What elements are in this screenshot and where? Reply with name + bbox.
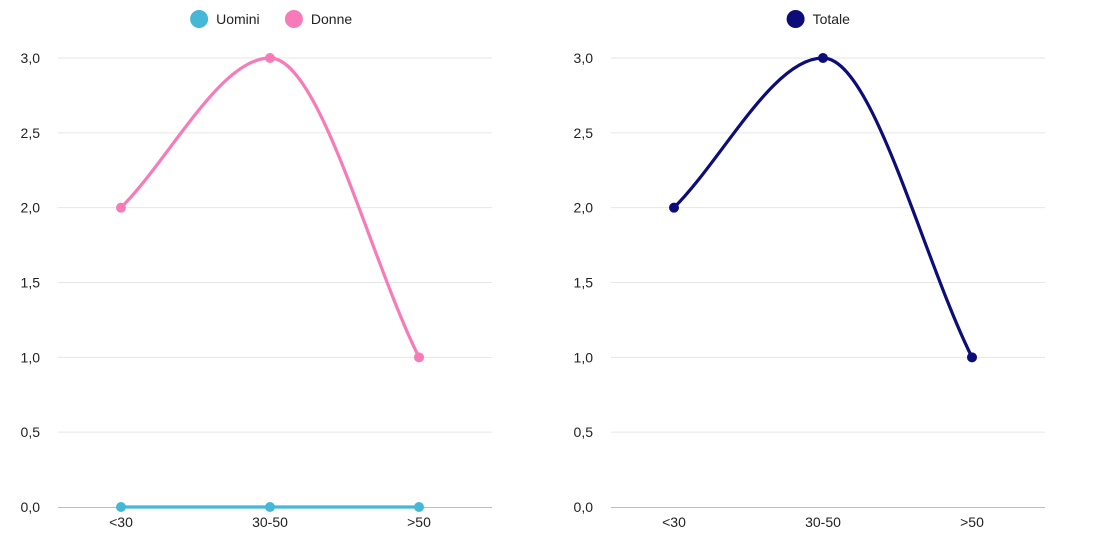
y-tick-label: 2,0 xyxy=(574,200,594,216)
data-point-uomini xyxy=(265,502,275,512)
data-point-donne xyxy=(265,53,275,63)
y-tick-label: 2,0 xyxy=(21,200,41,216)
data-point-donne xyxy=(116,202,126,213)
data-point-totale xyxy=(967,352,977,363)
data-point-totale xyxy=(669,202,679,213)
series-donne xyxy=(116,53,424,363)
data-point-donne xyxy=(414,352,424,363)
legend-item-totale: Totale xyxy=(786,10,851,28)
grid-lines xyxy=(58,57,492,433)
y-tick-label: 0,0 xyxy=(21,499,41,515)
y-axis: 0,0 0,5 1,0 1,5 2,0 2,5 3,0 xyxy=(574,50,594,515)
legend: Uomini Donne xyxy=(190,10,352,28)
y-tick-label: 1,5 xyxy=(21,275,41,291)
data-point-uomini xyxy=(116,502,126,512)
y-tick-label: 1,0 xyxy=(21,349,41,365)
x-tick-label: <30 xyxy=(662,514,686,530)
legend-marker-donne xyxy=(284,10,303,28)
y-tick-label: 3,0 xyxy=(21,50,41,66)
x-tick-label: <30 xyxy=(109,514,133,530)
data-point-uomini xyxy=(414,502,424,512)
x-tick-label: 30-50 xyxy=(805,514,841,530)
legend-marker-uomini xyxy=(190,10,209,28)
line-chart-uomini-donne: 0,0 0,5 1,0 1,5 2,0 2,5 3,0 <30 30-50 >50 Uomini Do… xyxy=(21,10,492,530)
y-tick-label: 3,0 xyxy=(574,50,594,66)
legend-label-donne: Donne xyxy=(311,11,352,27)
y-tick-label: 1,5 xyxy=(574,275,594,291)
series-uomini xyxy=(116,502,424,512)
x-tick-label: >50 xyxy=(960,514,984,530)
legend-marker-totale xyxy=(786,10,805,28)
y-tick-label: 0,0 xyxy=(574,499,594,515)
line-chart-totale: 0,0 0,5 1,0 1,5 2,0 2,5 3,0 <30 30-50 >50 Totale xyxy=(574,10,1045,530)
y-tick-label: 0,5 xyxy=(574,424,594,440)
y-tick-label: 2,5 xyxy=(21,125,41,141)
legend-label-totale: Totale xyxy=(813,11,851,27)
x-tick-label: 30-50 xyxy=(252,514,288,530)
series-line-donne xyxy=(119,56,421,359)
x-axis: <30 30-50 >50 xyxy=(611,507,1045,530)
legend-item-donne: Donne xyxy=(284,10,352,28)
y-tick-label: 0,5 xyxy=(21,424,41,440)
series-totale xyxy=(669,53,977,363)
series-line-totale xyxy=(672,56,974,359)
data-point-totale xyxy=(818,53,828,63)
legend-label-uomini: Uomini xyxy=(216,11,260,27)
y-tick-label: 2,5 xyxy=(574,125,594,141)
x-tick-label: >50 xyxy=(407,514,431,530)
y-axis: 0,0 0,5 1,0 1,5 2,0 2,5 3,0 xyxy=(21,50,41,515)
legend-item-uomini: Uomini xyxy=(190,10,260,28)
grid-lines xyxy=(611,57,1045,433)
legend: Totale xyxy=(786,10,851,28)
y-tick-label: 1,0 xyxy=(574,349,594,365)
